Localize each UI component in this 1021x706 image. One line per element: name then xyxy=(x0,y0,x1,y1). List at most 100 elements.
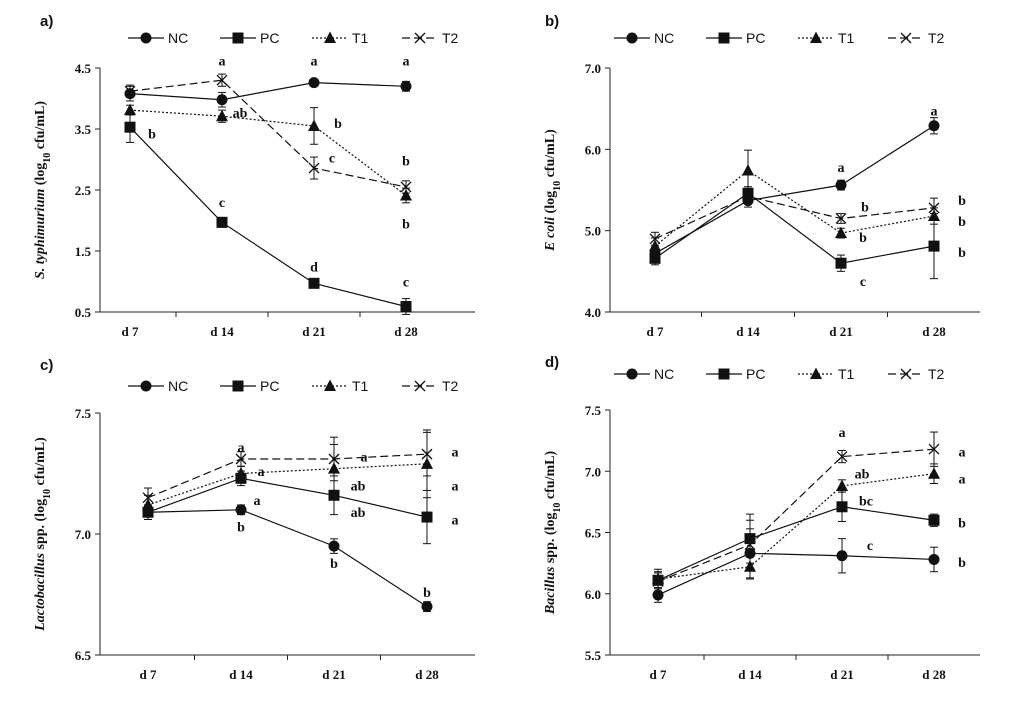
legend-marker-t2 xyxy=(900,368,912,380)
data-point-t2 xyxy=(836,451,848,463)
series-line-pc xyxy=(654,192,935,264)
significance-label: ab xyxy=(233,107,248,122)
legend-marker-nc xyxy=(626,368,638,380)
legend-item-nc: NC xyxy=(128,378,188,394)
data-point-t2 xyxy=(308,162,320,174)
series-nc xyxy=(124,77,412,108)
legend-marker-pc xyxy=(232,32,244,44)
series-pc xyxy=(652,491,940,589)
legend-item-pc: PC xyxy=(220,378,279,394)
data-point-pc xyxy=(649,252,661,264)
significance-label: a xyxy=(254,494,261,509)
data-point-t1 xyxy=(928,467,940,479)
legend-marker-pc xyxy=(718,368,730,380)
series-line-nc xyxy=(657,552,935,596)
legend-item-t1: T1 xyxy=(798,366,855,382)
legend-item-t1: T1 xyxy=(798,30,855,46)
panel-b: b) 4.0 5.0 6.0 7.0 d 7 d 14 d 21 d 28 E coli (log… xyxy=(543,13,980,339)
series-line-nc xyxy=(129,82,407,101)
x-tick-label: d 21 xyxy=(830,667,853,682)
significance-label: b xyxy=(402,218,410,233)
y-tick-label: 7.0 xyxy=(75,527,91,542)
legend-item-t1: T1 xyxy=(312,378,369,394)
legend-label: T2 xyxy=(928,366,945,382)
legend-marker-t2 xyxy=(900,32,912,44)
legend-item-nc: NC xyxy=(128,30,188,46)
series-line-pc xyxy=(147,477,428,518)
y-tick-label: 7.0 xyxy=(585,464,601,479)
series-nc xyxy=(649,117,940,261)
panel-d: d) 5.5 6.0 6.5 7.0 7.5 d 7 d 14 d 21 d 28 Bacillus… xyxy=(543,354,980,682)
series-line-t2 xyxy=(654,195,935,240)
panel-a: a) 0.5 1.5 2.5 3.5 4.5 d 7 d 14 d 21 d 28 S. typhi… xyxy=(33,13,475,339)
x-tick-label: d 7 xyxy=(650,667,667,682)
legend-item-pc: PC xyxy=(220,30,279,46)
significance-label: b xyxy=(423,586,431,601)
data-point-nc xyxy=(652,589,664,601)
significance-label: a xyxy=(452,513,459,528)
y-tick-label: 1.5 xyxy=(75,244,92,259)
series-line-nc xyxy=(147,509,428,608)
series-nc xyxy=(652,528,940,603)
significance-label: c xyxy=(403,276,409,291)
data-point-pc xyxy=(421,511,433,523)
data-point-t2 xyxy=(652,576,664,587)
panel-letter: c) xyxy=(40,357,53,374)
data-point-t1 xyxy=(308,119,320,131)
significance-label: ab xyxy=(855,468,870,483)
data-point-nc xyxy=(928,120,940,132)
series-t2 xyxy=(649,189,940,246)
legend-label: PC xyxy=(260,378,279,394)
series-line-t1 xyxy=(147,463,428,506)
y-tick-label: 5.5 xyxy=(585,648,602,663)
data-point-t2 xyxy=(421,448,433,460)
legend-marker-t1 xyxy=(324,379,336,391)
legend-label: PC xyxy=(746,30,765,46)
significance-label: b xyxy=(861,200,869,215)
significance-label: b xyxy=(237,521,245,536)
y-tick-label: 7.5 xyxy=(585,403,602,418)
series-pc xyxy=(124,111,412,315)
data-point-t2 xyxy=(328,453,340,465)
data-point-t2 xyxy=(649,233,661,245)
legend-item-pc: PC xyxy=(706,30,765,46)
panel-c: c) 6.5 7.0 7.5 d 7 d 14 d 21 d 28 Lactobacillus … xyxy=(33,357,475,682)
data-point-t2 xyxy=(742,191,754,202)
significance-label: a xyxy=(959,446,966,461)
legend: NC PC T1 T2 xyxy=(614,30,945,46)
significance-label: c xyxy=(329,152,335,167)
data-point-t2 xyxy=(744,539,756,551)
significance-label: b xyxy=(334,117,342,132)
legend-item-t2: T2 xyxy=(888,366,945,382)
x-tick-label: d 28 xyxy=(922,667,946,682)
data-point-t2 xyxy=(835,213,847,224)
series-t1 xyxy=(652,463,940,590)
data-point-nc xyxy=(328,540,340,552)
legend-marker-t1 xyxy=(324,31,336,43)
data-point-pc xyxy=(216,216,228,228)
x-tick-label: d 14 xyxy=(210,324,234,339)
x-tick-label: d 14 xyxy=(736,324,760,339)
significance-label: b xyxy=(958,556,966,571)
x-tick-label: d 7 xyxy=(647,324,664,339)
significance-label: a xyxy=(452,446,459,461)
legend-marker-pc xyxy=(718,32,730,44)
legend-label: PC xyxy=(746,366,765,382)
legend-label: T1 xyxy=(838,366,855,382)
legend-label: T1 xyxy=(838,30,855,46)
significance-label: a xyxy=(361,451,368,466)
x-tick-label: d 21 xyxy=(302,324,325,339)
significance-label: bc xyxy=(859,495,873,510)
y-tick-label: 7.5 xyxy=(75,406,92,421)
data-point-t1 xyxy=(742,163,754,176)
legend-item-t1: T1 xyxy=(312,30,369,46)
y-axis-label: S. typhimurium (log10 cfu/mL) xyxy=(33,101,53,279)
significance-label: b xyxy=(402,155,410,170)
data-point-pc xyxy=(836,501,848,513)
series-line-pc xyxy=(657,506,935,581)
series-line-t2 xyxy=(129,79,407,188)
significance-label: c xyxy=(867,539,873,554)
series-t1 xyxy=(124,103,412,204)
y-tick-label: 7.0 xyxy=(585,61,601,76)
